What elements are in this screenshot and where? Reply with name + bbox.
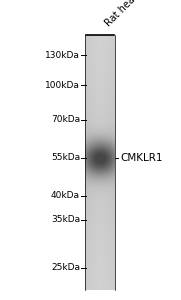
Text: 25kDa: 25kDa: [51, 263, 80, 272]
Text: 55kDa: 55kDa: [51, 154, 80, 163]
Text: 100kDa: 100kDa: [45, 80, 80, 89]
Text: 40kDa: 40kDa: [51, 191, 80, 200]
Text: Rat heart: Rat heart: [103, 0, 142, 28]
Text: 35kDa: 35kDa: [51, 215, 80, 224]
Text: CMKLR1: CMKLR1: [120, 153, 163, 163]
Text: 130kDa: 130kDa: [45, 50, 80, 59]
Text: 70kDa: 70kDa: [51, 116, 80, 124]
